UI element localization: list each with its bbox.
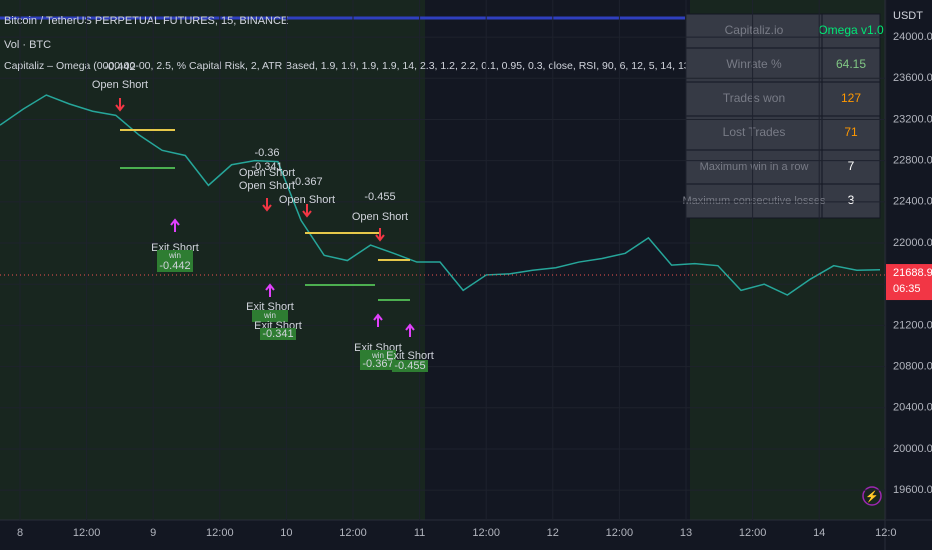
trade-annotation: Open Short (239, 167, 295, 179)
table-value: 127 (841, 91, 861, 105)
trade-annotation: win (168, 251, 181, 260)
y-tick-label: 23600.0 (893, 72, 932, 84)
trade-annotation: -0.341 (251, 161, 282, 173)
table-label: Trades won (723, 91, 785, 105)
table-cell (685, 13, 823, 49)
table-value: 71 (844, 125, 858, 139)
exit-arrow (265, 283, 275, 297)
table-label: Winrate % (726, 57, 782, 71)
entry-arrow (302, 204, 312, 218)
volume-label: Vol · BTC (4, 39, 51, 51)
trade-annotation: Exit Short (246, 301, 294, 313)
table-cell (821, 81, 881, 117)
x-tick-label: 12:0 (875, 527, 896, 539)
table-value: Omega v1.0 (818, 23, 884, 37)
x-tick-label: 12:00 (472, 527, 500, 539)
x-tick-label: 9 (150, 527, 156, 539)
countdown: 06:35 (893, 283, 921, 295)
entry-arrow (115, 98, 125, 112)
trade-annotation: -0.341 (262, 328, 293, 340)
stats-table: Capitaliz.io Omega v1.0 Winrate % 64.15 Trad… (682, 13, 884, 219)
x-tick-label: 12 (547, 527, 559, 539)
table-cell (685, 115, 823, 151)
exit-arrow (373, 313, 383, 327)
session-band (0, 0, 425, 520)
y-tick-label: 21200.0 (893, 319, 932, 331)
price-line (0, 94, 881, 296)
x-tick-label: 12:00 (739, 527, 767, 539)
trade-annotation: Exit Short (386, 350, 434, 362)
x-tick-label: 12:00 (73, 527, 101, 539)
table-cell (821, 115, 881, 151)
trade-annotation: win (263, 311, 276, 320)
indicator-label: Capitaliz – Omega (0000-00-00, 2.5, % Ca… (4, 60, 862, 72)
y-tick-label: 20000.0 (893, 443, 932, 455)
table-value: 64.15 (836, 57, 866, 71)
table-value: 7 (848, 159, 855, 173)
icon[interactable] (862, 486, 882, 506)
x-tick-label: 10 (280, 527, 292, 539)
table-label: Capitaliz.io (725, 23, 784, 37)
exit-arrow (405, 323, 415, 337)
unit: USDT (893, 10, 923, 22)
y-tick-label: 20400.0 (893, 402, 932, 414)
table-cell (821, 13, 881, 49)
trade-annotation: -0.367 (362, 358, 393, 370)
x-tick-label: 11 (414, 527, 425, 539)
x-tick-label: 12:00 (339, 527, 367, 539)
label-bg (157, 260, 193, 272)
symbol: Bitcoin / TetherUS PERPETUAL FUTURES, 15… (4, 15, 288, 27)
table-value: 3 (848, 193, 855, 207)
y-tick-label: 19600.0 (893, 484, 932, 496)
y-tick-label: 20800.0 (893, 360, 932, 372)
x-tick-label: 12:00 (606, 527, 634, 539)
y-tick-label: 24000.0 (893, 31, 932, 43)
trade-annotation: Open Short (352, 211, 408, 223)
table-cell (821, 149, 881, 185)
table-label: Maximum consecutive losses (682, 195, 826, 207)
trade-annotation: Open Short (239, 180, 295, 192)
table-cell (821, 47, 881, 83)
y-tick-label: 23200.0 (893, 113, 932, 125)
table-cell (821, 183, 881, 219)
trade-annotation: -0.442 (104, 61, 135, 73)
entry-arrow (375, 228, 385, 242)
entry-arrow (262, 198, 272, 212)
exit-arrow (170, 218, 180, 232)
last-price-box (886, 264, 932, 301)
y-tick-label: 22800.0 (893, 155, 932, 167)
trade-annotation: -0.36 (254, 147, 279, 159)
trade-annotation: win (371, 351, 384, 360)
y-tick-label: 22000.0 (893, 237, 932, 249)
trade-annotation: Open Short (92, 79, 148, 91)
last-price: 21688.9 (893, 267, 932, 279)
table-cell (685, 81, 823, 117)
x-tick-label: 8 (17, 527, 23, 539)
table-label: Maximum win in a row (700, 161, 809, 173)
trade-annotation: Open Short (279, 194, 335, 206)
trade-annotation: -0.367 (291, 176, 322, 188)
label-bg (392, 360, 428, 372)
label-bg (157, 250, 193, 262)
trade-annotation: -0.442 (159, 260, 190, 272)
label-bg (360, 358, 396, 370)
icon-glyph[interactable]: ⚡ (865, 490, 879, 503)
label-bg (260, 328, 296, 340)
x-tick-label: 14 (813, 527, 825, 539)
table-cell (685, 47, 823, 83)
table-label: Lost Trades (723, 125, 786, 139)
trade-annotation: -0.455 (394, 360, 425, 372)
y-tick-label: 22400.0 (893, 196, 932, 208)
label-bg (252, 310, 288, 322)
x-tick-label: 13 (680, 527, 692, 539)
table-cell (685, 149, 823, 185)
x-tick-label: 12:00 (206, 527, 234, 539)
trade-annotation: -0.455 (364, 191, 395, 203)
